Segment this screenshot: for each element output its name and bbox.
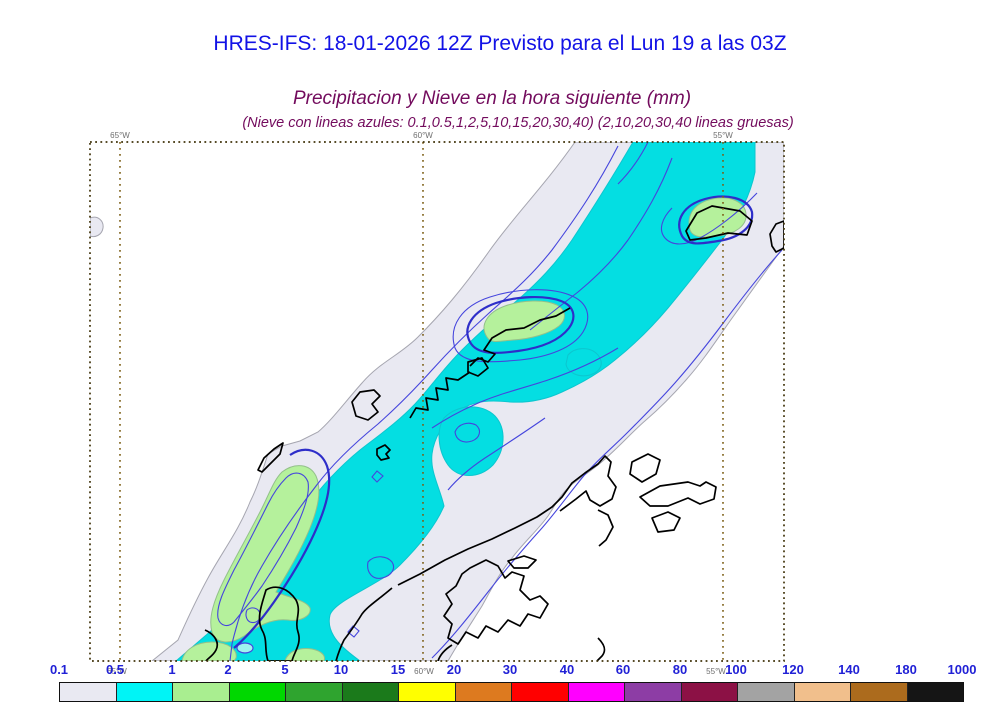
colorbar-segment-12 xyxy=(738,683,795,701)
meridian-label-bottom-55w: 55°W xyxy=(706,667,726,676)
meridian-label-bottom-60w: 60°W xyxy=(414,667,434,676)
cb-tick: 10 xyxy=(333,662,349,677)
colorbar-tick-labels: 0.1 0.5 1 2 5 10 15 20 30 40 60 80 100 1… xyxy=(0,662,1000,677)
colorbar xyxy=(59,682,964,702)
meridian-label-bottom-65w: 65°W xyxy=(107,667,127,676)
cb-tick: 120 xyxy=(782,662,804,677)
colorbar-segment-3 xyxy=(229,683,286,701)
cb-tick: 100 xyxy=(725,662,747,677)
cb-tick: 1000 xyxy=(947,662,977,677)
colorbar-segment-6 xyxy=(399,683,456,701)
cb-tick: 140 xyxy=(838,662,860,677)
coastlines xyxy=(204,205,784,661)
cb-tick: 0.5 xyxy=(105,662,125,677)
map-frame xyxy=(89,141,785,662)
colorbar-segment-9 xyxy=(568,683,625,701)
colorbar-segment-7 xyxy=(455,683,512,701)
green-blob-lower-left xyxy=(210,465,320,643)
snow-contours-thin xyxy=(217,142,783,661)
cb-tick: 1 xyxy=(168,662,176,677)
meridian-lines xyxy=(119,142,724,661)
cb-tick: 60 xyxy=(615,662,631,677)
cb-tick: 180 xyxy=(895,662,917,677)
colorbar-segment-8 xyxy=(512,683,569,701)
green-blob-bottom-a xyxy=(181,641,237,661)
colorbar-segment-10 xyxy=(625,683,682,701)
colorbar-segment-11 xyxy=(681,683,738,701)
cb-tick: 40 xyxy=(559,662,575,677)
cb-tick: 5 xyxy=(281,662,289,677)
cb-tick: 15 xyxy=(390,662,406,677)
cb-tick: 2 xyxy=(224,662,232,677)
cb-tick: 0.1 xyxy=(49,662,69,677)
meridian-label-top-60w: 60°W xyxy=(413,131,433,140)
snow-contours-thick xyxy=(233,195,754,649)
colorbar-segment-15 xyxy=(907,683,963,701)
cb-tick: 80 xyxy=(672,662,688,677)
colorbar-segment-5 xyxy=(342,683,399,701)
meridian-label-top-55w: 55°W xyxy=(713,131,733,140)
cyan-dot-bottom xyxy=(236,642,254,654)
meridian-labels: 65°W 60°W 55°W 65°W 60°W 55°W xyxy=(107,131,733,676)
colorbar-segment-1 xyxy=(116,683,173,701)
precip-area-cyan xyxy=(175,142,756,661)
precip-blob-left-border xyxy=(90,216,104,238)
colorbar-segment-14 xyxy=(851,683,908,701)
colorbar-segment-0 xyxy=(60,683,117,701)
colorbar-segment-4 xyxy=(286,683,343,701)
page-title: HRES-IFS: 18-01-2026 12Z Previsto para e… xyxy=(213,32,787,55)
cb-tick: 20 xyxy=(446,662,462,677)
colorbar-segment-2 xyxy=(173,683,230,701)
cb-tick: 30 xyxy=(502,662,518,677)
cyan-blob-mid-right xyxy=(565,348,602,377)
legend-note: (Nieve con lineas azules: 0.1,0.5,1,2,5,… xyxy=(242,115,794,131)
page-subtitle: Precipitacion y Nieve en la hora siguien… xyxy=(292,88,692,109)
meridian-label-top-65w: 65°W xyxy=(110,131,130,140)
colorbar-segment-13 xyxy=(794,683,851,701)
